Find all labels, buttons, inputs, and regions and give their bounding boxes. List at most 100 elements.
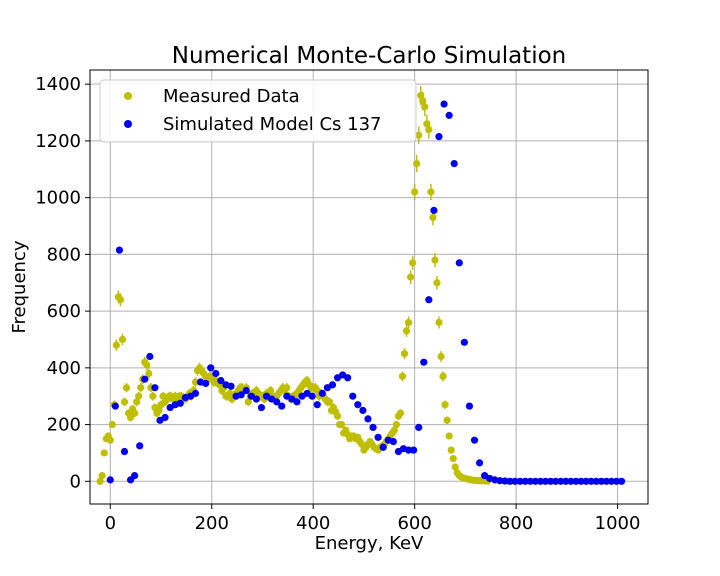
data-point [587,477,595,485]
data-point [191,378,200,386]
data-point [612,477,621,485]
data-point [122,384,131,392]
data-point [411,188,419,196]
data-point [447,446,455,454]
data-point [425,296,433,304]
data-point [257,403,266,412]
data-point [100,449,108,457]
data-point [439,372,447,380]
data-point [455,259,463,267]
data-point [143,361,151,369]
data-point [531,477,539,485]
data-point [572,477,580,485]
data-point [577,477,585,485]
data-point [145,369,153,378]
data-point [118,335,127,344]
data-point [552,477,560,485]
data-point [96,477,104,485]
data-point [409,259,417,267]
data-point [338,420,346,429]
data-point [141,375,149,383]
data-point [137,384,145,392]
data-point [212,369,220,378]
data-point [516,477,524,485]
data-point [252,395,260,403]
data-point [427,188,435,196]
data-point [369,423,377,432]
data-point [460,338,468,346]
data-point [131,472,139,480]
data-point [237,391,245,399]
data-point [526,477,534,485]
data-point [389,437,397,446]
legend-box [99,79,417,143]
data-point [278,402,286,410]
data-point [429,213,437,222]
data-point [396,409,405,417]
data-point [496,477,504,485]
y-tick-label: 1200 [35,131,81,152]
data-point [349,392,357,400]
x-tick-label: 600 [397,513,431,534]
data-point [435,133,443,141]
y-axis-ticks: 0 200 400 600 800 1000 1200 1400 [35,74,90,492]
data-point [450,160,458,168]
data-point [283,384,291,392]
data-point [379,443,387,451]
data-point [435,318,443,327]
y-tick-label: 0 [70,471,81,492]
y-tick-label: 200 [47,415,81,436]
data-point [120,447,129,456]
data-point [308,392,316,400]
y-tick-label: 400 [47,358,81,379]
x-tick-label: 800 [499,513,533,534]
data-point [437,352,445,361]
data-point [443,416,451,424]
x-tick-label: 1000 [595,513,641,534]
data-point [318,389,326,397]
data-point [465,402,474,410]
data-point [207,364,215,372]
data-point [430,206,438,215]
data-point [111,402,119,410]
data-point [410,446,418,454]
data-point [592,477,600,485]
data-point [242,386,250,395]
x-tick-label: 0 [105,513,116,534]
data-point [415,131,423,139]
data-point [354,401,362,409]
y-tick-label: 1000 [35,188,81,209]
data-point [406,273,415,281]
data-point [618,477,626,485]
data-point [333,412,342,420]
data-point [521,477,529,485]
data-point [433,279,441,287]
data-point [404,446,413,454]
data-point [149,392,157,400]
data-point [567,477,575,485]
x-axis-ticks: 0 200 400 600 800 1000 [105,504,641,534]
data-point [392,420,400,429]
legend-label-simulated: Simulated Model Cs 137 [163,114,381,135]
legend-marker-measured [124,92,132,100]
data-point [431,256,439,264]
data-point [398,372,407,380]
data-point [293,398,301,406]
plot-area [96,86,626,485]
data-point [313,401,321,409]
data-point [402,327,411,335]
y-tick-label: 800 [47,244,81,265]
y-axis-label: Frequency [9,240,30,333]
data-point [151,384,159,392]
legend: Measured Data Simulated Model Cs 137 [99,79,417,143]
data-point [217,377,225,385]
data-point [115,246,124,254]
data-point [440,100,448,108]
data-point [106,476,114,484]
data-point [108,420,116,429]
y-tick-label: 600 [47,301,81,322]
data-point [420,358,428,366]
data-point [161,413,169,422]
data-point [131,409,139,417]
data-point [597,477,605,485]
